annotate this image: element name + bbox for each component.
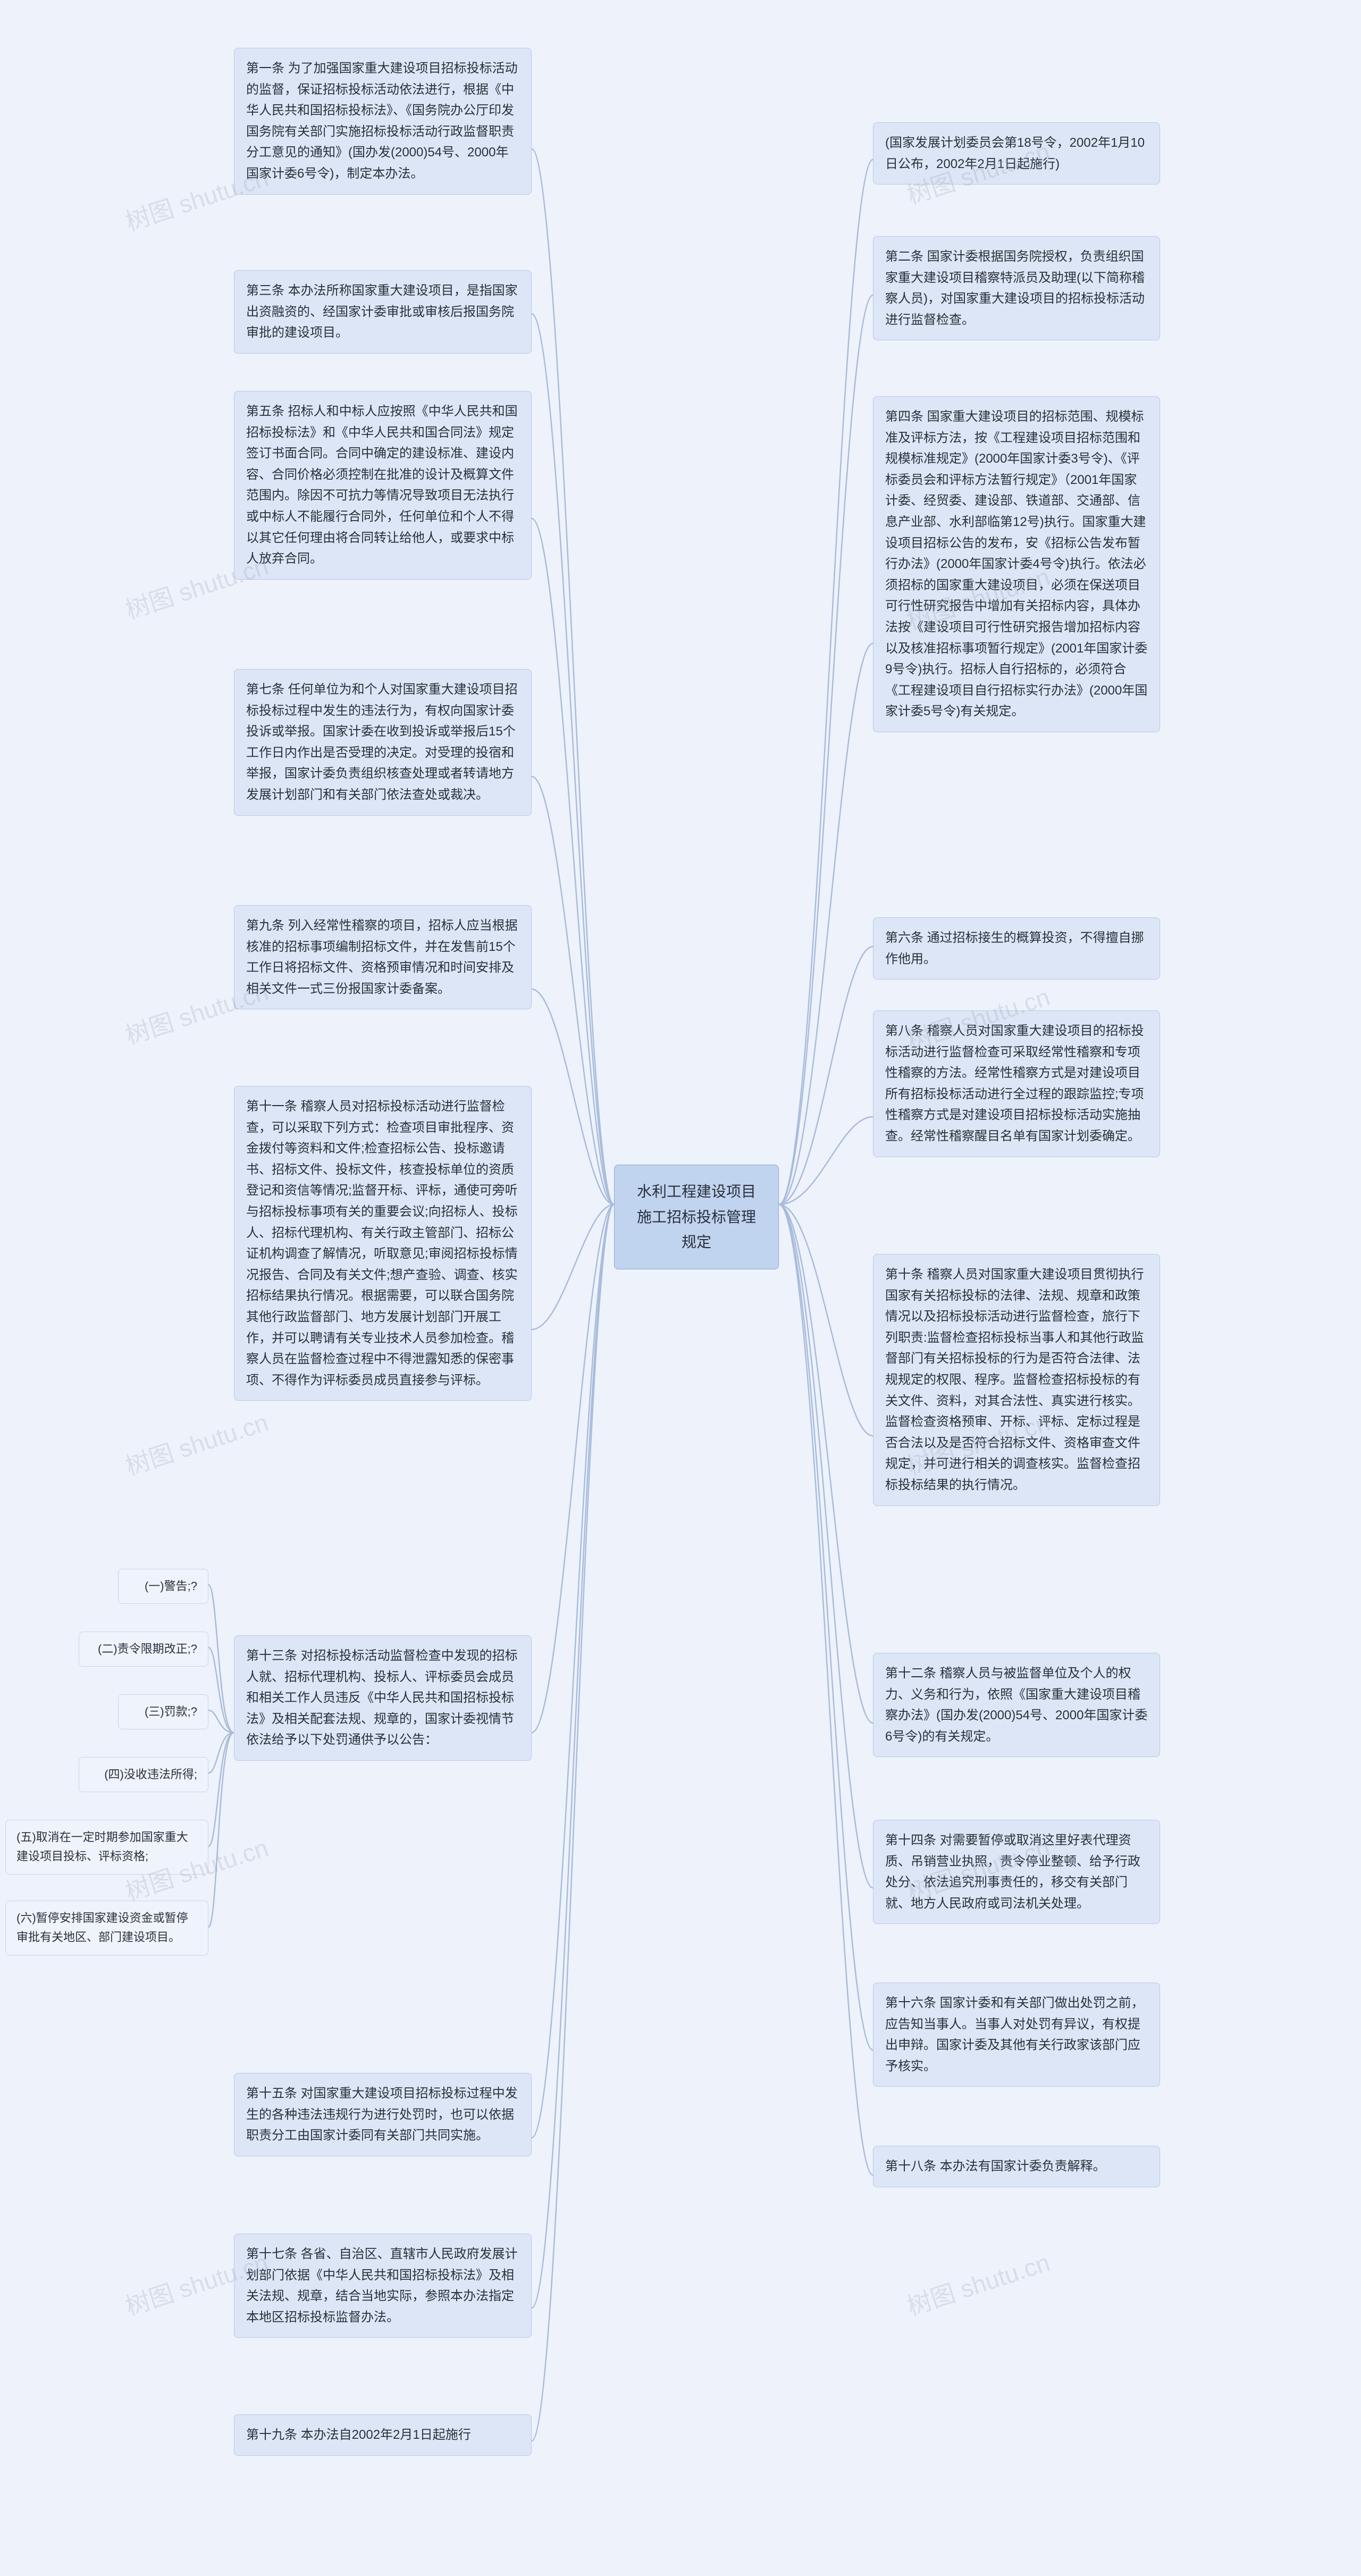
center-node: 水利工程建设项目施工招标投标管理规定 [614,1165,779,1269]
article-3: 第三条 本办法所称国家重大建设项目，是指国家出资融资的、经国家计委审批或审核后报… [234,270,532,354]
sub-text: (二)责令限期改正;? [98,1642,197,1655]
article-text: 第十条 稽察人员对国家重大建设项目贯彻执行国家有关招标投标的法律、法规、规章和政… [885,1267,1144,1492]
penalty-5: (五)取消在一定时期参加国家重大建设项目投标、评标资格; [5,1820,208,1875]
article-text: 第十三条 对招标投标活动监督检查中发现的招标人就、招标代理机构、投标人、评标委员… [246,1649,518,1747]
article-15: 第十五条 对国家重大建设项目招标投标过程中发生的各种违法违规行为进行处罚时，也可… [234,2073,532,2156]
article-text: 第四条 国家重大建设项目的招标范围、规模标准及评标方法，按《工程建设项目招标范围… [885,409,1147,718]
article-text: 第二条 国家计委根据国务院授权，负责组织国家重大建设项目稽察特派员及助理(以下简… [885,249,1145,327]
article-text: (国家发展计划委员会第18号令，2002年1月10日公布，2002年2月1日起施… [885,136,1145,171]
article-text: 第三条 本办法所称国家重大建设项目，是指国家出资融资的、经国家计委审批或审核后报… [246,283,518,340]
article-4: 第四条 国家重大建设项目的招标范围、规模标准及评标方法，按《工程建设项目招标范围… [873,396,1160,732]
penalty-6: (六)暂停安排国家建设资金或暂停审批有关地区、部门建设项目。 [5,1901,208,1955]
article-text: 第八条 稽察人员对国家重大建设项目的招标投标活动进行监督检查可采取经常性稽察和专… [885,1024,1144,1143]
sub-text: (三)罚款;? [145,1705,197,1718]
article-8: 第八条 稽察人员对国家重大建设项目的招标投标活动进行监督检查可采取经常性稽察和专… [873,1010,1160,1157]
article-text: 第十五条 对国家重大建设项目招标投标过程中发生的各种违法违规行为进行处罚时，也可… [246,2086,518,2143]
article-text: 第九条 列入经常性稽察的项目，招标人应当根据核准的招标事项编制招标文件，并在发售… [246,918,518,996]
watermark: 树图 shutu.cn [121,1403,272,1483]
article-text: 第十八条 本办法有国家计委负责解释。 [885,2159,1106,2173]
watermark: 树图 shutu.cn [902,2244,1054,2323]
article-6: 第六条 通过招标接生的概算投资，不得擅自挪作他用。 [873,917,1160,980]
article-10: 第十条 稽察人员对国家重大建设项目贯彻执行国家有关招标投标的法律、法规、规章和政… [873,1254,1160,1506]
article-text: 第十一条 稽察人员对招标投标活动进行监督检查，可以采取下列方式：检查项目审批程序… [246,1099,518,1387]
article-14: 第十四条 对需要暂停或取消这里好表代理资质、吊销营业执照，责令停业整顿、给予行政… [873,1820,1160,1924]
center-title: 水利工程建设项目施工招标投标管理规定 [637,1183,756,1250]
penalty-3: (三)罚款;? [118,1694,208,1729]
article-text: 第一条 为了加强国家重大建设项目招标投标活动的监督，保证招标投标活动依法进行，根… [246,61,518,181]
article-text: 第十六条 国家计委和有关部门做出处罚之前，应告知当事人。当事人对处罚有异议，有权… [885,1996,1144,2073]
penalty-1: (一)警告;? [118,1569,208,1604]
article-text: 第五条 招标人和中标人应按照《中华人民共和国招标投标法》和《中华人民共和国合同法… [246,404,518,566]
article-5: 第五条 招标人和中标人应按照《中华人民共和国招标投标法》和《中华人民共和国合同法… [234,391,532,580]
penalty-2: (二)责令限期改正;? [79,1632,208,1667]
article-16: 第十六条 国家计委和有关部门做出处罚之前，应告知当事人。当事人对处罚有异议，有权… [873,1983,1160,2087]
article-text: 第十四条 对需要暂停或取消这里好表代理资质、吊销营业执照，责令停业整顿、给予行政… [885,1833,1140,1911]
article-text: 第十九条 本办法自2002年2月1日起施行 [246,2428,471,2442]
article-19: 第十九条 本办法自2002年2月1日起施行 [234,2414,532,2456]
article-7: 第七条 任何单位为和个人对国家重大建设项目招标投标过程中发生的违法行为，有权向国… [234,669,532,816]
article-text: 第六条 通过招标接生的概算投资，不得擅自挪作他用。 [885,931,1144,966]
article-18: 第十八条 本办法有国家计委负责解释。 [873,2146,1160,2187]
article-1: 第一条 为了加强国家重大建设项目招标投标活动的监督，保证招标投标活动依法进行，根… [234,48,532,195]
sub-text: (五)取消在一定时期参加国家重大建设项目投标、评标资格; [16,1830,188,1863]
article-11: 第十一条 稽察人员对招标投标活动进行监督检查，可以采取下列方式：检查项目审批程序… [234,1086,532,1401]
diagram-canvas: 水利工程建设项目施工招标投标管理规定 第一条 为了加强国家重大建设项目招标投标活… [0,0,1361,2576]
article-text: 第十七条 各省、自治区、直辖市人民政府发展计划部门依据《中华人民共和国招标投标法… [246,2247,518,2324]
penalty-4: (四)没收违法所得; [79,1757,208,1792]
sub-text: (一)警告;? [145,1579,197,1593]
article-13: 第十三条 对招标投标活动监督检查中发现的招标人就、招标代理机构、投标人、评标委员… [234,1635,532,1761]
article-17: 第十七条 各省、自治区、直辖市人民政府发展计划部门依据《中华人民共和国招标投标法… [234,2234,532,2338]
article-9: 第九条 列入经常性稽察的项目，招标人应当根据核准的招标事项编制招标文件，并在发售… [234,905,532,1009]
article-text: 第十二条 稽察人员与被监督单位及个人的权力、义务和行为，依照《国家重大建设项目稽… [885,1666,1147,1744]
sub-text: (四)没收违法所得; [104,1768,197,1781]
article-12: 第十二条 稽察人员与被监督单位及个人的权力、义务和行为，依照《国家重大建设项目稽… [873,1653,1160,1757]
issuance-info: (国家发展计划委员会第18号令，2002年1月10日公布，2002年2月1日起施… [873,122,1160,185]
article-text: 第七条 任何单位为和个人对国家重大建设项目招标投标过程中发生的违法行为，有权向国… [246,682,518,802]
sub-text: (六)暂停安排国家建设资金或暂停审批有关地区、部门建设项目。 [16,1911,188,1944]
article-2: 第二条 国家计委根据国务院授权，负责组织国家重大建设项目稽察特派员及助理(以下简… [873,236,1160,340]
